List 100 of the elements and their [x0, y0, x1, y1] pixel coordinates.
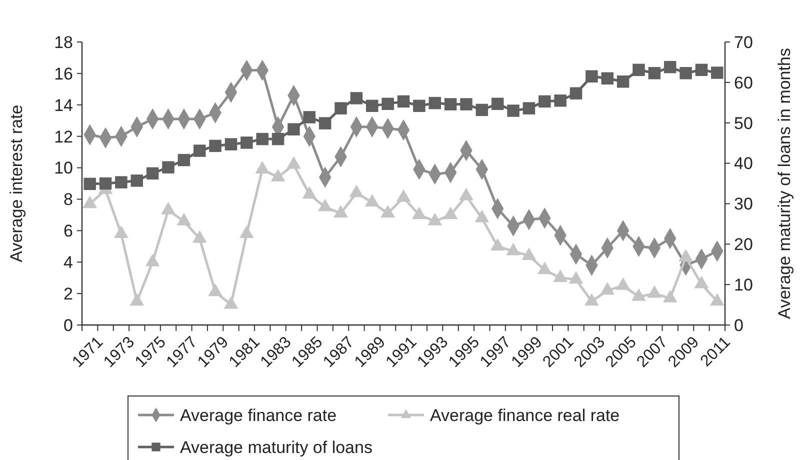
point	[176, 212, 192, 226]
point	[208, 284, 223, 296]
point	[678, 249, 693, 262]
y-tick-label: 14	[54, 96, 73, 115]
point	[570, 87, 582, 100]
y-tick-label: 8	[64, 190, 73, 210]
point	[586, 70, 598, 82]
point	[695, 64, 708, 76]
point	[209, 140, 222, 152]
y-tick-label: 18	[54, 32, 73, 52]
point	[584, 293, 599, 306]
point	[413, 100, 426, 112]
point	[302, 186, 317, 199]
point	[491, 98, 504, 110]
point	[146, 167, 159, 180]
point	[397, 95, 410, 108]
point	[130, 174, 144, 187]
point	[554, 94, 566, 107]
point	[428, 96, 441, 110]
point	[444, 98, 457, 110]
y-tick-label: 10	[54, 158, 73, 178]
point	[272, 132, 284, 146]
point	[99, 177, 112, 190]
point	[286, 156, 301, 169]
point	[288, 123, 300, 136]
point	[192, 230, 207, 243]
point	[366, 100, 378, 112]
legend-label: Average finance rate	[180, 406, 337, 425]
point	[161, 202, 176, 214]
legend-label: Average maturity of loans	[180, 438, 372, 457]
point	[507, 104, 520, 117]
y2-tick-label: 0	[734, 316, 744, 335]
point	[506, 242, 520, 256]
point	[396, 189, 411, 202]
y-tick-label: 4	[64, 253, 73, 272]
point	[648, 67, 661, 80]
point	[616, 75, 630, 88]
point	[318, 117, 332, 130]
point	[382, 98, 394, 110]
point	[162, 161, 174, 174]
y2-tick-label: 60	[734, 73, 753, 92]
point	[115, 176, 128, 188]
point	[460, 98, 472, 110]
point	[224, 138, 238, 150]
point	[256, 132, 268, 146]
point	[334, 102, 347, 114]
y2-tick-label: 70	[734, 32, 753, 52]
y2-tick-label: 40	[734, 154, 753, 174]
point	[349, 184, 364, 198]
point	[443, 206, 458, 220]
point	[334, 205, 348, 218]
point	[270, 168, 286, 182]
point	[84, 178, 96, 190]
point	[522, 248, 536, 260]
y2-tick-label: 20	[734, 235, 753, 254]
point	[364, 194, 380, 207]
point	[538, 95, 551, 108]
point	[255, 161, 270, 174]
point	[647, 285, 662, 298]
point	[178, 154, 190, 166]
y2-tick-label: 50	[734, 114, 753, 133]
point	[82, 196, 98, 208]
point	[459, 188, 474, 200]
point	[239, 225, 254, 238]
point	[568, 271, 584, 284]
point	[240, 136, 253, 149]
point	[145, 254, 160, 266]
point	[537, 262, 552, 274]
y-axis-title: Average interest rate	[7, 104, 26, 262]
point	[380, 205, 396, 218]
y2-tick-label: 10	[734, 276, 753, 295]
point	[412, 206, 426, 220]
point	[194, 144, 206, 157]
point	[428, 212, 442, 226]
y-tick-label: 2	[64, 284, 73, 304]
point	[476, 104, 488, 116]
point	[600, 282, 615, 295]
y2-tick-label: 30	[734, 194, 753, 214]
point	[601, 72, 614, 85]
point	[710, 293, 724, 306]
point	[130, 293, 144, 306]
point	[474, 210, 490, 222]
point	[553, 270, 568, 282]
y2-axis-title: Average maturity of loans in months	[775, 48, 794, 319]
point	[694, 276, 709, 288]
y-tick-label: 6	[64, 222, 73, 241]
point	[632, 288, 646, 301]
point	[711, 66, 724, 79]
point	[350, 92, 363, 104]
point	[680, 67, 692, 80]
point	[632, 64, 645, 76]
point	[114, 225, 128, 238]
y-tick-label: 0	[64, 316, 73, 335]
point	[522, 102, 536, 114]
point	[224, 296, 238, 309]
point	[490, 238, 505, 251]
point	[303, 111, 316, 124]
point	[616, 277, 630, 290]
point	[664, 60, 676, 74]
y-tick-label: 16	[54, 64, 73, 84]
